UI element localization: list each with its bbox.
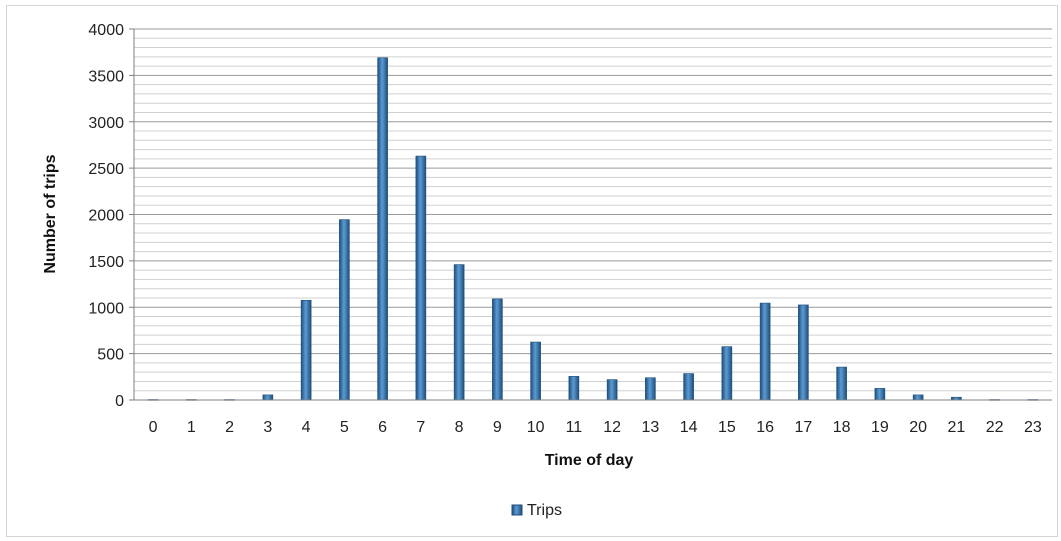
bar-13: [645, 377, 656, 401]
x-tick-label: 16: [756, 419, 774, 436]
y-tick-label: 2000: [88, 208, 124, 225]
legend-label: Trips: [527, 502, 562, 519]
x-tick-label: 21: [947, 419, 965, 436]
axes: [129, 28, 1052, 401]
y-tick-label: 1000: [88, 300, 124, 317]
x-tick-label: 22: [986, 419, 1004, 436]
bar-15: [721, 346, 733, 401]
x-axis-title: Time of day: [545, 452, 634, 469]
y-tick-label: 0: [115, 393, 124, 410]
bar-18: [836, 366, 847, 401]
x-tick-label: 3: [263, 419, 272, 436]
y-tick-label: 3000: [88, 115, 124, 132]
y-axis-title: Number of trips: [42, 154, 59, 273]
y-tick-label: 3500: [88, 68, 124, 85]
x-tick-label: 19: [871, 419, 889, 436]
bar-11: [568, 376, 580, 401]
y-tick-label: 2500: [88, 161, 124, 178]
bars: [147, 57, 1039, 401]
x-tick-label: 2: [225, 419, 234, 436]
x-tick-label: 17: [794, 419, 812, 436]
x-tick-label: 10: [527, 419, 545, 436]
y-tick-label: 1500: [88, 254, 124, 271]
x-tick-label: 13: [641, 419, 659, 436]
legend: Trips: [511, 502, 562, 519]
bar-14: [683, 373, 694, 401]
bar-10: [530, 341, 541, 401]
x-tick-label: 14: [680, 419, 698, 436]
bar-19: [874, 388, 886, 401]
x-tick-label: 18: [833, 419, 851, 436]
x-tick-label: 9: [493, 419, 502, 436]
x-tick-label: 7: [416, 419, 425, 436]
y-tick-label: 4000: [88, 22, 124, 39]
bar-8: [453, 264, 465, 401]
bar-3: [262, 394, 274, 401]
x-tick-label: 4: [302, 419, 311, 436]
bar-17: [798, 304, 809, 401]
x-tick-label: 12: [603, 419, 621, 436]
gridlines: [134, 28, 1052, 401]
legend-swatch: [511, 504, 523, 516]
x-tick-label: 20: [909, 419, 927, 436]
y-tick-label: 500: [97, 347, 124, 364]
x-tick-label: 6: [378, 419, 387, 436]
x-tick-label: 15: [718, 419, 736, 436]
bar-7: [415, 155, 427, 401]
x-tick-label: 1: [187, 419, 196, 436]
x-tick-label: 0: [149, 419, 158, 436]
x-tick-label: 11: [566, 419, 583, 436]
bar-6: [377, 57, 388, 401]
x-tick-label: 23: [1024, 419, 1042, 436]
bar-12: [606, 379, 618, 401]
bar-16: [759, 302, 771, 401]
x-tick-label: 5: [340, 419, 349, 436]
x-tick-label: 8: [455, 419, 464, 436]
chart-frame: 0 500 1000 1500 2000 2500 3000 3500 4000 0 1 2 3 4 5 6 7…: [6, 5, 1058, 537]
bar-9: [492, 298, 503, 401]
bar-5: [339, 219, 350, 401]
bar-20: [912, 394, 924, 401]
bar-4: [300, 299, 312, 401]
